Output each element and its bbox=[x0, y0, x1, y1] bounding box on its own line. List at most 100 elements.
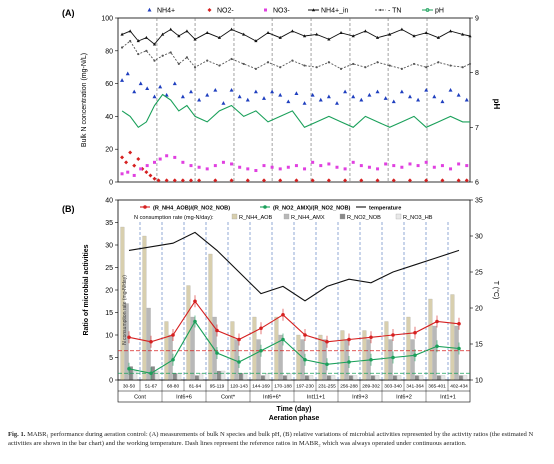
y-tick-label: 80 bbox=[105, 48, 113, 55]
phase-label: Int6+6 bbox=[176, 395, 192, 401]
data-point bbox=[230, 162, 234, 166]
category-label: 95-119 bbox=[210, 384, 225, 390]
y-tick-label: 40 bbox=[105, 198, 113, 205]
bar-R_NO2_NOB bbox=[304, 375, 309, 381]
data-point bbox=[245, 97, 250, 102]
bar-R_NO3_HB bbox=[375, 375, 380, 381]
legend-marker bbox=[311, 8, 316, 12]
data-point bbox=[189, 164, 193, 168]
phase-label: Int6+2 bbox=[396, 395, 412, 401]
legend-label: R_NH4_AOB bbox=[239, 215, 273, 221]
data-point bbox=[229, 87, 234, 92]
data-point bbox=[253, 89, 258, 94]
data-point bbox=[218, 64, 221, 67]
data-point bbox=[325, 339, 329, 344]
bar-R_NO3_HB bbox=[265, 373, 270, 381]
data-point bbox=[145, 164, 149, 168]
data-point bbox=[138, 81, 143, 86]
data-point bbox=[148, 173, 153, 178]
series-2 bbox=[128, 231, 460, 302]
data-point bbox=[327, 37, 331, 41]
data-point bbox=[172, 81, 177, 86]
bar-R_NH4_AMX bbox=[146, 307, 151, 381]
data-point bbox=[180, 94, 185, 99]
data-point bbox=[384, 162, 388, 166]
data-point bbox=[125, 71, 130, 76]
data-point bbox=[326, 94, 331, 99]
y-tick-label: 100 bbox=[101, 16, 113, 23]
y2-tick-label: 7 bbox=[475, 125, 479, 132]
data-point bbox=[359, 164, 363, 168]
data-point bbox=[456, 178, 461, 183]
data-point bbox=[303, 64, 306, 67]
data-point bbox=[424, 87, 429, 92]
y2-tick-label: 10 bbox=[475, 378, 483, 385]
category-label: 365-401 bbox=[428, 384, 446, 390]
data-point bbox=[302, 34, 307, 38]
bar-R_NH4_AOB bbox=[340, 330, 345, 381]
data-point bbox=[424, 30, 428, 34]
legend-marker bbox=[425, 8, 430, 12]
data-point bbox=[436, 35, 440, 39]
bar-R_NO2_NOB bbox=[458, 375, 463, 381]
data-point bbox=[303, 167, 307, 171]
data-point bbox=[278, 178, 283, 183]
data-point bbox=[413, 330, 417, 335]
data-point bbox=[449, 167, 453, 171]
series-line bbox=[121, 40, 471, 70]
category-label: 144-169 bbox=[252, 384, 270, 390]
data-point bbox=[152, 176, 157, 181]
data-point bbox=[173, 155, 177, 159]
bar-R_NO3_HB bbox=[441, 375, 446, 381]
category-label: 120-143 bbox=[230, 384, 248, 390]
legend-marker bbox=[263, 205, 267, 209]
bar-R_NO2_NOB bbox=[216, 370, 221, 381]
bar-R_NO3_HB bbox=[287, 373, 292, 381]
panel-a-frame bbox=[117, 17, 471, 183]
data-point bbox=[448, 87, 453, 92]
data-point bbox=[164, 92, 169, 97]
category-label: 402-434 bbox=[450, 384, 468, 390]
data-point bbox=[158, 157, 162, 161]
legend-marker bbox=[379, 8, 382, 12]
bar-R_NH4_AOB bbox=[428, 298, 433, 381]
data-point bbox=[127, 335, 131, 340]
data-point bbox=[161, 54, 164, 57]
data-point bbox=[230, 57, 233, 61]
legend-label: pH bbox=[435, 8, 444, 15]
category-label: 81-94 bbox=[189, 384, 202, 390]
data-point bbox=[177, 62, 180, 66]
data-point bbox=[457, 321, 461, 326]
data-point bbox=[205, 92, 210, 97]
series-0 bbox=[120, 71, 469, 105]
bar-R_NO3_HB bbox=[397, 375, 402, 381]
y-axis-label: Bulk N concentration (mg-N/L) bbox=[81, 53, 88, 147]
legend-label: - TN bbox=[388, 8, 401, 15]
data-point bbox=[165, 154, 169, 158]
data-point bbox=[213, 87, 218, 92]
data-point bbox=[279, 66, 282, 69]
data-point bbox=[197, 178, 202, 183]
y2-tick-label: 30 bbox=[475, 234, 483, 241]
bar-R_NO2_NOB bbox=[392, 375, 397, 381]
data-point bbox=[367, 92, 372, 97]
data-point bbox=[152, 160, 156, 164]
data-point bbox=[171, 333, 175, 337]
data-point bbox=[205, 167, 209, 171]
y2-tick-label: 9 bbox=[475, 16, 479, 23]
series-2 bbox=[120, 154, 469, 177]
bar-R_NH4_AOB bbox=[208, 253, 213, 381]
y2-tick-label: 8 bbox=[475, 70, 479, 77]
data-point bbox=[400, 27, 404, 31]
series-5 bbox=[121, 93, 470, 129]
data-point bbox=[315, 66, 318, 69]
data-point bbox=[221, 160, 225, 164]
bar-R_NH4_AMX bbox=[234, 339, 239, 381]
data-point bbox=[465, 164, 469, 168]
data-point bbox=[197, 97, 202, 102]
data-point bbox=[132, 173, 136, 177]
category-label: 51-67 bbox=[145, 384, 158, 390]
y2-tick-label: 25 bbox=[475, 270, 483, 277]
data-point bbox=[413, 353, 417, 358]
data-point bbox=[152, 42, 157, 46]
